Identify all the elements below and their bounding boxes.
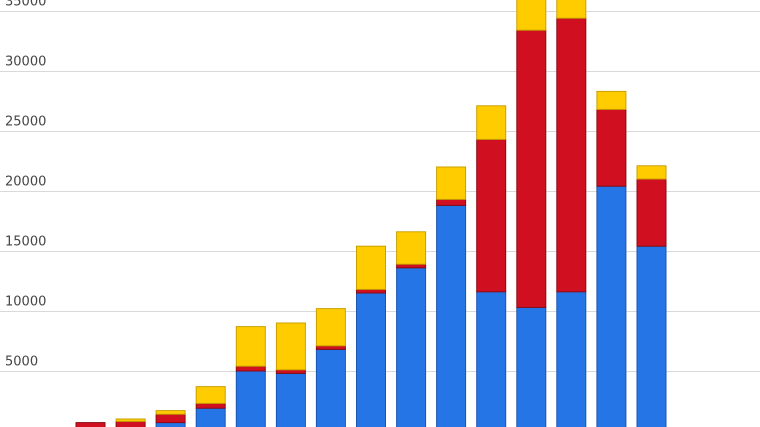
bar-segment-series3-col6 (275, 322, 306, 371)
bar-segment-series2-col15 (636, 178, 667, 247)
bar-segment-series2-col12 (516, 29, 547, 308)
bar-segment-series1-col5 (235, 370, 266, 427)
bar-segment-series3-col4 (195, 386, 226, 404)
bar-segment-series3-col15 (636, 165, 667, 180)
bar-segment-series1-col7 (315, 348, 346, 427)
bar-segment-series3-col2 (115, 418, 146, 422)
y-tick-label: 35000 (5, 0, 46, 10)
y-tick-label: 5000 (5, 355, 38, 370)
bar-segment-series1-col4 (195, 407, 226, 427)
bar-segment-series3-col11 (476, 105, 507, 140)
bar-segment-series3-col8 (356, 245, 386, 290)
bar-segment-series1-col10 (436, 204, 467, 427)
bar-segment-series2-col10 (436, 198, 467, 206)
bars-layer (75, 0, 667, 427)
bar-segment-series2-col13 (556, 17, 587, 293)
y-tick-label: 30000 (5, 55, 46, 70)
bar-segment-series3-col9 (396, 231, 427, 265)
tick-labels-layer: 5000 10000 15000 20000 25000 30000 35000 (5, 0, 46, 370)
bar-segment-series1-col9 (396, 267, 427, 427)
bar-segment-series1-col15 (636, 245, 667, 427)
bar-segment-series2-col14 (596, 108, 627, 187)
bar-segment-series2-col2 (115, 420, 146, 427)
bar-segment-series2-col4 (195, 402, 226, 409)
bar-segment-series2-col7 (315, 345, 346, 350)
bar-segment-series1-col12 (516, 306, 547, 427)
bar-segment-series2-col9 (396, 263, 427, 269)
bar-segment-series3-col7 (315, 308, 346, 347)
bar-segment-series2-col5 (235, 365, 266, 372)
bar-segment-series2-col1 (75, 422, 106, 427)
bar-segment-series3-col12 (516, 0, 547, 31)
bar-segment-series1-col11 (476, 291, 507, 427)
y-tick-label: 15000 (5, 235, 46, 250)
bar-segment-series3-col13 (556, 0, 587, 19)
y-tick-label: 20000 (5, 175, 46, 190)
y-tick-label: 25000 (5, 115, 46, 130)
bar-segment-series2-col11 (476, 138, 507, 293)
bar-segment-series3-col14 (596, 90, 627, 110)
bar-segment-series1-col6 (275, 372, 306, 427)
y-tick-label: 10000 (5, 295, 46, 310)
bar-segment-series2-col3 (155, 413, 186, 424)
bar-segment-series1-col8 (356, 292, 386, 427)
bar-segment-series1-col13 (556, 291, 587, 427)
bar-segment-series1-col14 (596, 185, 627, 427)
bar-segment-series2-col6 (275, 369, 306, 374)
bar-segment-series2-col8 (356, 288, 386, 294)
bar-segment-series1-col3 (155, 422, 186, 427)
bar-segment-series3-col3 (155, 410, 186, 415)
bar-segment-series3-col10 (436, 166, 467, 200)
bar-segment-series3-col5 (235, 326, 266, 367)
